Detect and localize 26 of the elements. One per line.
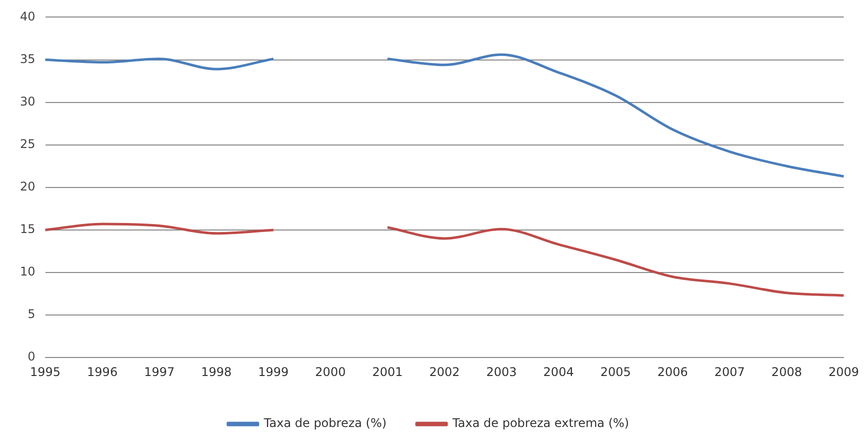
y-tick-label: 35 xyxy=(20,52,36,66)
y-tick-label: 20 xyxy=(20,180,36,194)
legend-label: Taxa de pobreza extrema (%) xyxy=(452,416,630,430)
x-tick-label: 1998 xyxy=(201,364,232,379)
y-tick-label: 10 xyxy=(20,264,36,279)
y-tick-label: 15 xyxy=(20,222,36,236)
x-tick-label: 1997 xyxy=(144,364,175,379)
x-tick-label: 1999 xyxy=(258,364,289,379)
x-tick-label: 2007 xyxy=(714,364,745,379)
y-tick-label: 0 xyxy=(28,350,36,364)
x-tick-label: 2002 xyxy=(429,364,460,379)
x-tick-label: 1995 xyxy=(30,364,61,379)
x-tick-label: 2000 xyxy=(315,364,346,379)
y-tick-label: 5 xyxy=(28,307,36,322)
x-tick-label: 2009 xyxy=(828,364,860,379)
x-tick-label: 2005 xyxy=(600,364,631,379)
y-tick-label: 40 xyxy=(20,9,36,24)
x-tick-label: 2004 xyxy=(543,364,574,379)
legend-label: Taxa de pobreza (%) xyxy=(262,416,387,430)
x-tick-label: 1996 xyxy=(87,364,118,379)
x-tick-label: 2006 xyxy=(657,364,688,379)
y-tick-label: 30 xyxy=(20,94,36,108)
x-tick-label: 2008 xyxy=(771,364,802,379)
x-tick-label: 2003 xyxy=(486,364,517,379)
y-tick-label: 25 xyxy=(20,136,36,151)
x-tick-label: 2001 xyxy=(372,364,403,379)
